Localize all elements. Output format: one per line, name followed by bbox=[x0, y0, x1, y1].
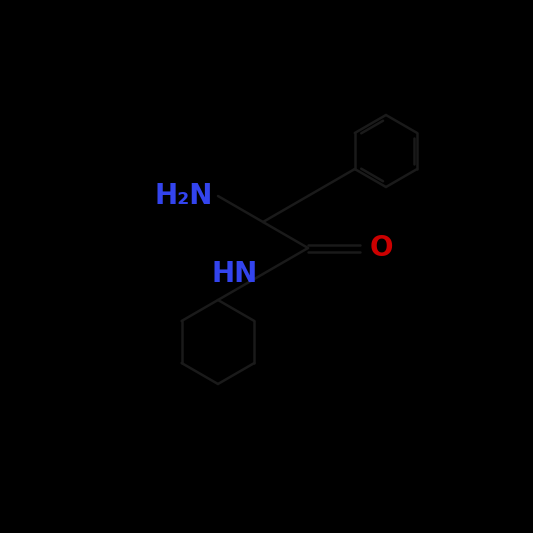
Text: H₂N: H₂N bbox=[155, 182, 213, 210]
Text: HN: HN bbox=[212, 260, 258, 288]
Text: O: O bbox=[370, 234, 393, 262]
